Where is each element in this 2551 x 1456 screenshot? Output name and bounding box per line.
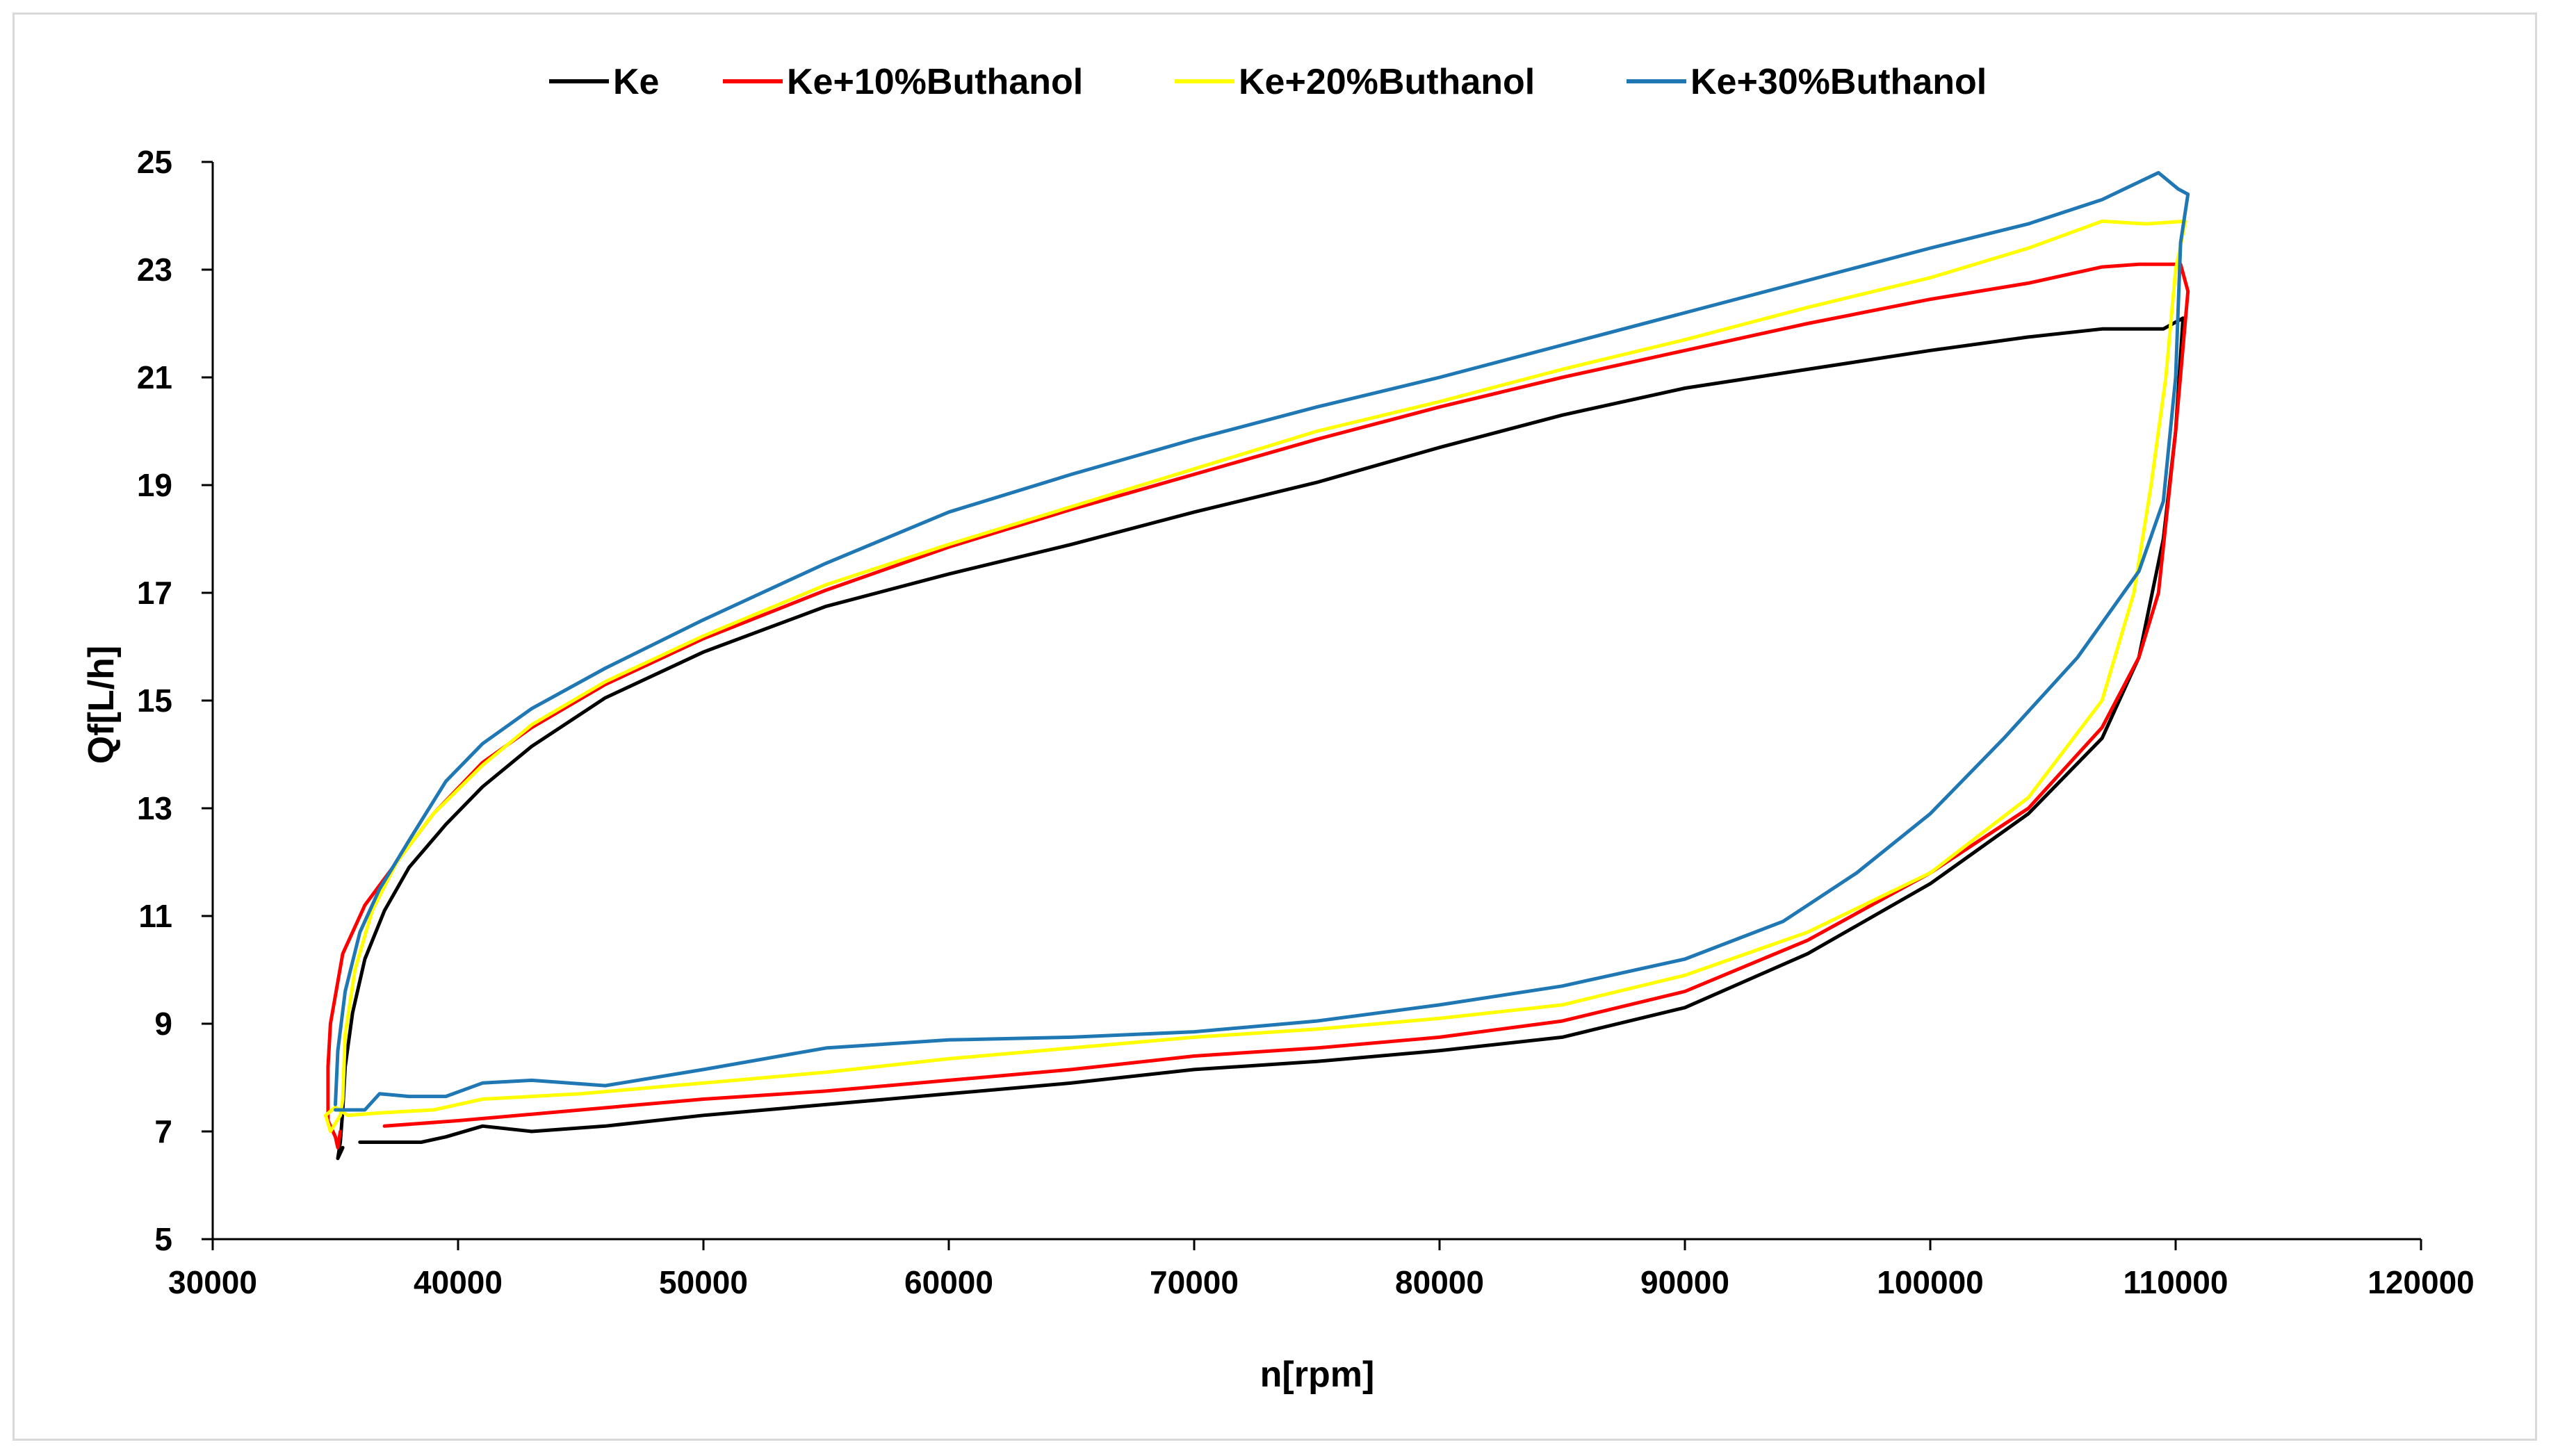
y-tick-label: 21 [137,359,172,395]
y-tick-label: 7 [154,1113,172,1150]
y-tick-label: 23 [137,252,172,288]
series-line-1 [336,316,2185,1161]
series-line-3 [323,219,2187,1134]
x-tick-label: 50000 [659,1264,748,1300]
x-tick-label: 40000 [414,1264,503,1300]
legend-label-1: Ke [613,62,659,102]
chart-area [13,13,2537,1441]
x-tick-label: 90000 [1640,1264,1729,1300]
y-tick-label: 19 [137,467,172,503]
legend: Ke Ke+10%Buthanol Ke+20%Buthanol Ke+30%Buth… [549,62,1987,102]
legend-label-4: Ke+30%Buthanol [1690,62,1987,102]
plot-lines [323,171,2190,1161]
y-tick-label: 9 [154,1006,172,1042]
x-tick-label: 120000 [2367,1264,2475,1300]
x-tick-label: 60000 [904,1264,993,1300]
x-tick-label: 80000 [1395,1264,1484,1300]
y-tick-label: 13 [137,790,172,826]
series-line-2 [326,262,2190,1150]
x-tick-label: 30000 [168,1264,257,1300]
legend-label-3: Ke+20%Buthanol [1239,62,1535,102]
x-tick-label: 110000 [2124,1264,2228,1300]
legend-label-2: Ke+10%Buthanol [787,62,1083,102]
y-tick-label: 5 [154,1221,172,1257]
x-tick-label: 100000 [1877,1264,1984,1300]
y-tick-label: 11 [138,898,172,934]
axes: 5 7 9 11 13 15 17 19 21 23 25 30000 40000 50000 60000 7… [137,144,2475,1300]
y-tick-label: 17 [137,575,172,611]
x-axis-title: n[rpm] [1260,1355,1375,1395]
x-tick-label: 70000 [1150,1264,1239,1300]
y-axis-title: Qf[L/h] [81,646,122,764]
series-line-4 [334,171,2190,1112]
y-tick-label: 15 [137,682,172,719]
y-tick-label: 25 [137,144,172,180]
